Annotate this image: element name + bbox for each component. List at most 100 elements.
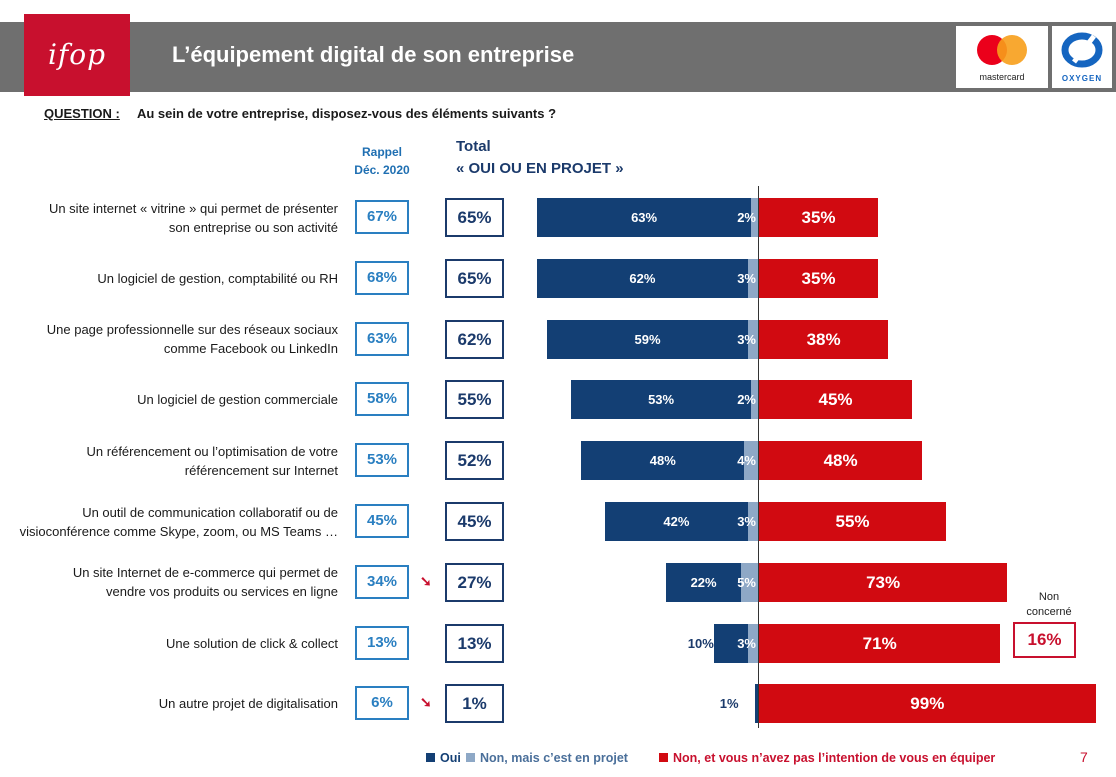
rappel-value-box: 58%: [355, 382, 409, 417]
bar-projet-label: 2%: [737, 392, 756, 408]
total-value-box: 65%: [445, 258, 504, 298]
bar-projet: [747, 258, 758, 298]
bar-projet-label: 2%: [737, 210, 756, 225]
bar-projet-label: 3%: [737, 331, 756, 347]
bar-projet-label: 5%: [737, 574, 756, 590]
total-value-box: 52%: [445, 441, 504, 481]
bar-oui-label: 1%: [719, 696, 739, 712]
row-label: Une page professionnelle sur des réseaux…: [0, 320, 338, 358]
oxygen-swirl-icon: [1061, 32, 1103, 68]
non-concerne-line2: concerné: [1026, 606, 1072, 618]
bar-non: [759, 441, 923, 481]
bar-oui-label: 59%: [634, 331, 661, 347]
bar-oui: [605, 502, 748, 541]
row-label: Un site Internet de e-commerce qui perme…: [0, 563, 338, 601]
question: QUESTION : Au sein de votre entreprise, …: [44, 106, 556, 121]
bar-non: [759, 684, 1096, 724]
row-label-line: Un outil de communication collaboratif o…: [82, 504, 338, 520]
row-label: Un référencement ou l’optimisation de vo…: [0, 442, 338, 480]
row-label-line: Un référencement ou l’optimisation de vo…: [86, 443, 338, 459]
row-label-line: comme Facebook ou LinkedIn: [163, 341, 338, 357]
legend-item-oui: Oui: [426, 751, 461, 765]
bar-oui-label: 62%: [629, 270, 656, 286]
rappel-value-box: 13%: [355, 625, 409, 660]
bar-oui: [537, 258, 748, 298]
bar-projet: [747, 502, 758, 541]
row-label-line: visioconférence comme Skype, zoom, ou MS…: [19, 523, 338, 539]
row-label-line: Un site Internet de e-commerce qui perme…: [72, 565, 338, 581]
mastercard-text: mastercard: [979, 72, 1025, 82]
row-label-line: Un site internet « vitrine » qui permet …: [48, 200, 338, 216]
total-value-box: 27%: [445, 562, 504, 602]
row-label-line: Une page professionnelle sur des réseaux…: [46, 322, 338, 338]
rappel-column-header: Rappel Déc. 2020: [342, 143, 422, 179]
legend-label-oui: Oui: [440, 751, 461, 765]
rappel-header-line1: Rappel: [361, 145, 402, 159]
legend-label-non: Non, et vous n’avez pas l’intention de v…: [673, 751, 996, 765]
row-label: Un logiciel de gestion commerciale: [0, 390, 338, 409]
bar-oui: [537, 198, 752, 237]
row-label-line: Une solution de click & collect: [166, 635, 338, 651]
rappel-value-box: 6%: [355, 686, 409, 721]
rappel-value-box: 63%: [355, 321, 409, 356]
bar-projet-label: 4%: [737, 453, 756, 469]
bar-projet-label: 3%: [737, 270, 756, 286]
bar-projet: [751, 380, 758, 420]
row-label: Un autre projet de digitalisation: [0, 694, 338, 713]
bar-oui: [547, 319, 748, 359]
bar-oui: [754, 684, 758, 724]
row-label-line: Un logiciel de gestion commerciale: [137, 392, 338, 408]
row-label: Un site internet « vitrine » qui permet …: [0, 199, 338, 237]
bar-non-label: 35%: [801, 268, 836, 288]
bar-non-label: 48%: [823, 451, 858, 471]
rappel-value-box: 68%: [355, 260, 409, 295]
bar-oui: [581, 441, 745, 481]
bar-oui-label: 42%: [663, 514, 690, 529]
total-value-box: 1%: [445, 684, 504, 724]
rappel-header-line2: Déc. 2020: [354, 163, 410, 177]
bar-non: [759, 198, 878, 237]
bar-non-label: 71%: [862, 633, 897, 653]
bar-non-label: 45%: [818, 390, 853, 410]
bar-oui-label: 10%: [687, 635, 714, 651]
bar-projet: [747, 319, 758, 359]
header-bar: [0, 22, 1116, 92]
legend-label-projet: Non, mais c’est en projet: [480, 751, 628, 765]
non-concerne-line1: Non: [1038, 591, 1060, 603]
bar-non: [759, 380, 912, 420]
row-label: Une solution de click & collect: [0, 634, 338, 653]
bar-non: [759, 319, 889, 359]
question-label: QUESTION :: [44, 106, 120, 121]
total-value-box: 55%: [445, 380, 504, 420]
row-label-line: Un autre projet de digitalisation: [158, 696, 338, 712]
total-value-box: 45%: [445, 502, 504, 541]
bar-oui-label: 22%: [690, 574, 717, 590]
legend-swatch-projet: [466, 753, 475, 762]
page-title: L’équipement digital de son entreprise: [172, 42, 575, 67]
legend-item-non: Non, et vous n’avez pas l’intention de v…: [659, 751, 995, 765]
row-label-line: référencement sur Internet: [184, 462, 338, 478]
oxygen-text: OXYGEN: [1061, 74, 1103, 83]
bar-projet: [751, 198, 758, 237]
bar-oui-label: 63%: [631, 210, 658, 225]
bar-non-label: 73%: [866, 572, 901, 592]
total-header-line1: Total: [456, 138, 491, 155]
bar-oui-label: 48%: [649, 453, 676, 469]
question-text: Au sein de votre entreprise, disposez-vo…: [136, 106, 557, 121]
total-value-box: 65%: [445, 198, 504, 237]
bar-projet: [747, 623, 758, 663]
ifop-logo-text: ifop: [47, 38, 107, 71]
bar-non-label: 38%: [806, 329, 841, 349]
non-concerne-label: Non concerné: [1010, 590, 1088, 620]
row-label-line: son entreprise ou son activité: [168, 219, 338, 235]
bar-projet: [741, 562, 758, 602]
total-value-box: 62%: [445, 319, 504, 359]
oxygen-logo: OXYGEN: [1052, 26, 1112, 88]
non-concerne-value: 16%: [1013, 622, 1076, 658]
bar-projet-label: 3%: [737, 514, 756, 529]
bar-projet: [744, 441, 758, 481]
trend-down-arrow-icon: ➘: [420, 572, 432, 589]
total-header-line2: « OUI OU EN PROJET »: [456, 160, 624, 177]
total-value-box: 13%: [445, 623, 504, 663]
bar-oui: [571, 380, 752, 420]
